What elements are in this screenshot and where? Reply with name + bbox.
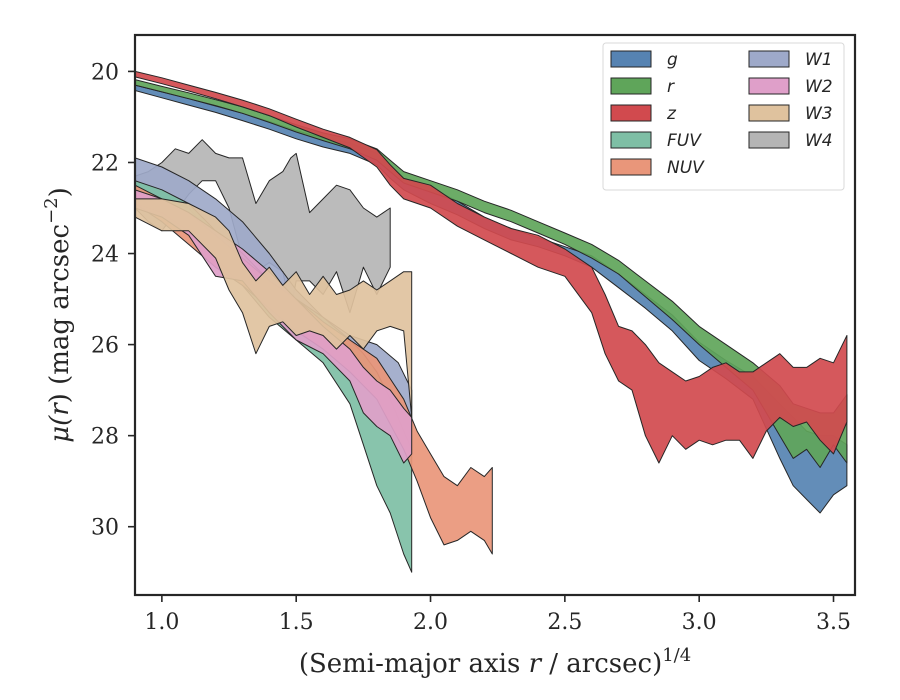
band-w4	[135, 139, 391, 314]
x-axis-label: (Semi-major axis r / arcsec)1/4	[299, 645, 691, 679]
x-tick-label: 1.0	[144, 610, 179, 635]
y-tick-label: 26	[91, 334, 119, 359]
y-tick-label: 24	[91, 243, 119, 268]
legend-label-w4: W4	[805, 131, 833, 151]
legend-swatch-fuv	[610, 131, 652, 149]
x-tick-label: 3.5	[816, 610, 851, 635]
y-axis-label: μ(r) (mag arcsec−2)	[41, 187, 75, 443]
legend-swatch-nuv	[610, 158, 652, 176]
legend-label-w2: W2	[805, 77, 833, 97]
legend-label-nuv: NUV	[667, 158, 705, 178]
legend: grz FUV NUV W1 W2 W3 W4	[602, 42, 845, 191]
plot-frame	[133, 33, 857, 597]
y-tick-label: 22	[91, 151, 119, 176]
x-axis-ticks: 1.0 1.5 2.0 2.5 3.0 3.5	[144, 595, 851, 635]
legend-label-g: g	[667, 50, 678, 70]
legend-swatch-w4	[748, 131, 790, 149]
legend-swatch-r	[610, 77, 652, 95]
legend-swatch-w2	[748, 77, 790, 95]
legend-swatch-g	[610, 50, 652, 68]
legend-label-r: r	[667, 77, 675, 97]
y-tick-label: 30	[91, 516, 119, 541]
legend-label-fuv: FUV	[667, 131, 702, 151]
x-tick-label: 1.5	[279, 610, 314, 635]
y-axis-ticks: 20 22 24 26 28 30	[91, 60, 135, 541]
y-tick-label: 28	[91, 425, 119, 450]
band-w3	[135, 198, 413, 418]
legend-swatch-w3	[748, 104, 790, 122]
x-tick-label: 2.5	[547, 610, 582, 635]
y-tick-label: 20	[91, 60, 119, 85]
legend-label-w3: W3	[805, 104, 833, 124]
series-layer	[135, 70, 848, 573]
x-tick-label: 2.0	[413, 610, 448, 635]
x-tick-label: 3.0	[682, 610, 717, 635]
band-z	[135, 70, 848, 464]
legend-swatch-w1	[748, 50, 790, 68]
legend-swatch-z	[610, 104, 652, 122]
legend-label-z: z	[666, 104, 677, 124]
legend-label-w1: W1	[805, 50, 833, 70]
